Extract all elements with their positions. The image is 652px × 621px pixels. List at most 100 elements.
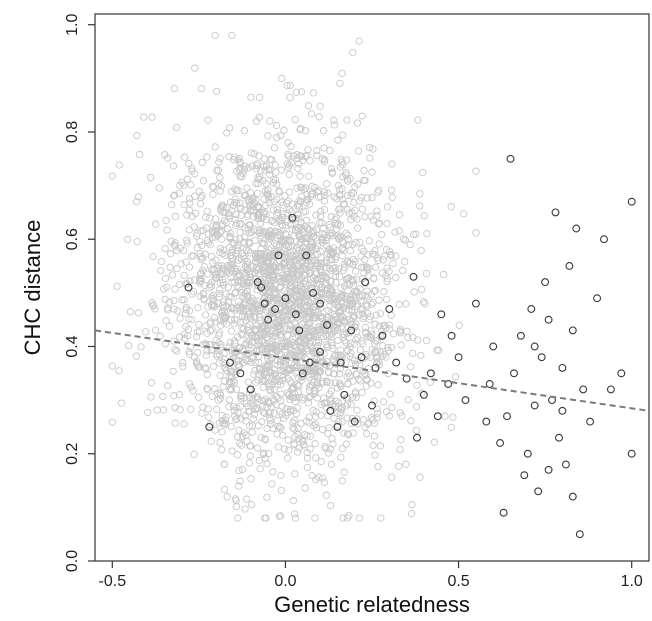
- dark-point: [575, 530, 584, 539]
- gray-point: [306, 367, 314, 375]
- gray-point: [374, 463, 382, 471]
- gray-point: [292, 410, 300, 418]
- gray-point: [375, 296, 383, 304]
- gray-point: [212, 87, 221, 96]
- gray-point: [189, 387, 197, 395]
- gray-point: [340, 331, 348, 339]
- gray-point: [162, 216, 170, 225]
- gray-point: [218, 275, 227, 284]
- gray-point: [329, 440, 337, 448]
- gray-point: [375, 219, 384, 227]
- gray-point: [369, 441, 377, 449]
- gray-point: [361, 291, 369, 300]
- gray-point: [278, 74, 286, 83]
- gray-point: [195, 320, 203, 329]
- gray-point: [307, 192, 315, 201]
- gray-point: [163, 226, 171, 234]
- dark-point: [361, 278, 370, 287]
- gray-point: [324, 429, 332, 438]
- gray-point: [353, 406, 361, 414]
- gray-point: [336, 205, 344, 213]
- gray-point: [297, 283, 306, 291]
- gray-point: [337, 408, 345, 416]
- gray-point: [409, 230, 418, 239]
- gray-point: [346, 293, 355, 301]
- gray-point: [383, 264, 391, 272]
- gray-point: [277, 331, 285, 339]
- gray-point: [407, 417, 415, 425]
- gray-point: [283, 405, 291, 413]
- gray-point: [203, 384, 211, 393]
- gray-point: [303, 291, 311, 300]
- gray-point: [188, 212, 196, 221]
- gray-point: [134, 193, 143, 201]
- gray-point: [236, 234, 244, 243]
- gray-point: [369, 216, 377, 224]
- gray-point: [412, 403, 421, 411]
- gray-point: [162, 317, 170, 325]
- gray-point: [248, 270, 256, 278]
- gray-point: [317, 457, 325, 466]
- gray-point: [313, 365, 322, 373]
- gray-point: [370, 274, 378, 282]
- gray-point: [416, 202, 424, 210]
- gray-point: [198, 409, 206, 417]
- gray-point: [340, 317, 348, 325]
- gray-point: [269, 179, 278, 187]
- gray-point: [360, 269, 368, 277]
- gray-point: [247, 500, 256, 509]
- gray-point: [365, 237, 373, 245]
- gray-point: [370, 432, 379, 440]
- gray-point: [273, 133, 281, 142]
- gray-point: [295, 382, 303, 390]
- gray-point: [115, 161, 123, 169]
- gray-point: [190, 353, 198, 361]
- gray-point: [241, 272, 250, 280]
- gray-point: [338, 245, 346, 253]
- gray-point: [172, 123, 181, 132]
- gray-point: [202, 322, 210, 330]
- gray-point: [263, 403, 271, 411]
- gray-point: [323, 233, 331, 241]
- gray-point: [245, 198, 253, 207]
- gray-point: [269, 206, 278, 214]
- gray-point: [113, 282, 121, 290]
- gray-point: [336, 221, 345, 229]
- gray-point: [236, 164, 244, 172]
- gray-point: [369, 145, 377, 153]
- gray-point: [297, 238, 305, 247]
- gray-point: [171, 404, 179, 412]
- gray-point: [230, 155, 238, 164]
- gray-point: [296, 223, 305, 232]
- gray-point: [243, 323, 252, 331]
- gray-point: [322, 256, 330, 265]
- gray-point: [365, 143, 374, 152]
- gray-point: [185, 263, 194, 271]
- gray-point: [261, 395, 269, 403]
- gray-point: [270, 386, 278, 394]
- gray-point: [175, 189, 184, 198]
- gray-point: [320, 205, 329, 214]
- gray-point: [309, 364, 318, 372]
- gray-point: [311, 329, 319, 337]
- gray-point: [298, 437, 306, 445]
- gray-point: [353, 275, 361, 283]
- dark-point: [617, 369, 626, 378]
- gray-point: [157, 257, 166, 266]
- gray-point: [227, 327, 236, 335]
- gray-point: [303, 191, 311, 199]
- gray-point: [289, 496, 298, 505]
- gray-point: [134, 309, 143, 317]
- gray-point: [345, 273, 353, 282]
- gray-point: [263, 493, 271, 502]
- gray-point: [223, 203, 231, 211]
- gray-point: [306, 157, 314, 165]
- gray-point: [328, 256, 336, 264]
- gray-point: [348, 393, 357, 401]
- gray-point: [247, 475, 255, 483]
- x-tick-label: 1.0: [621, 573, 643, 590]
- gray-point: [291, 510, 299, 518]
- dark-point: [323, 321, 331, 329]
- gray-point: [449, 413, 457, 421]
